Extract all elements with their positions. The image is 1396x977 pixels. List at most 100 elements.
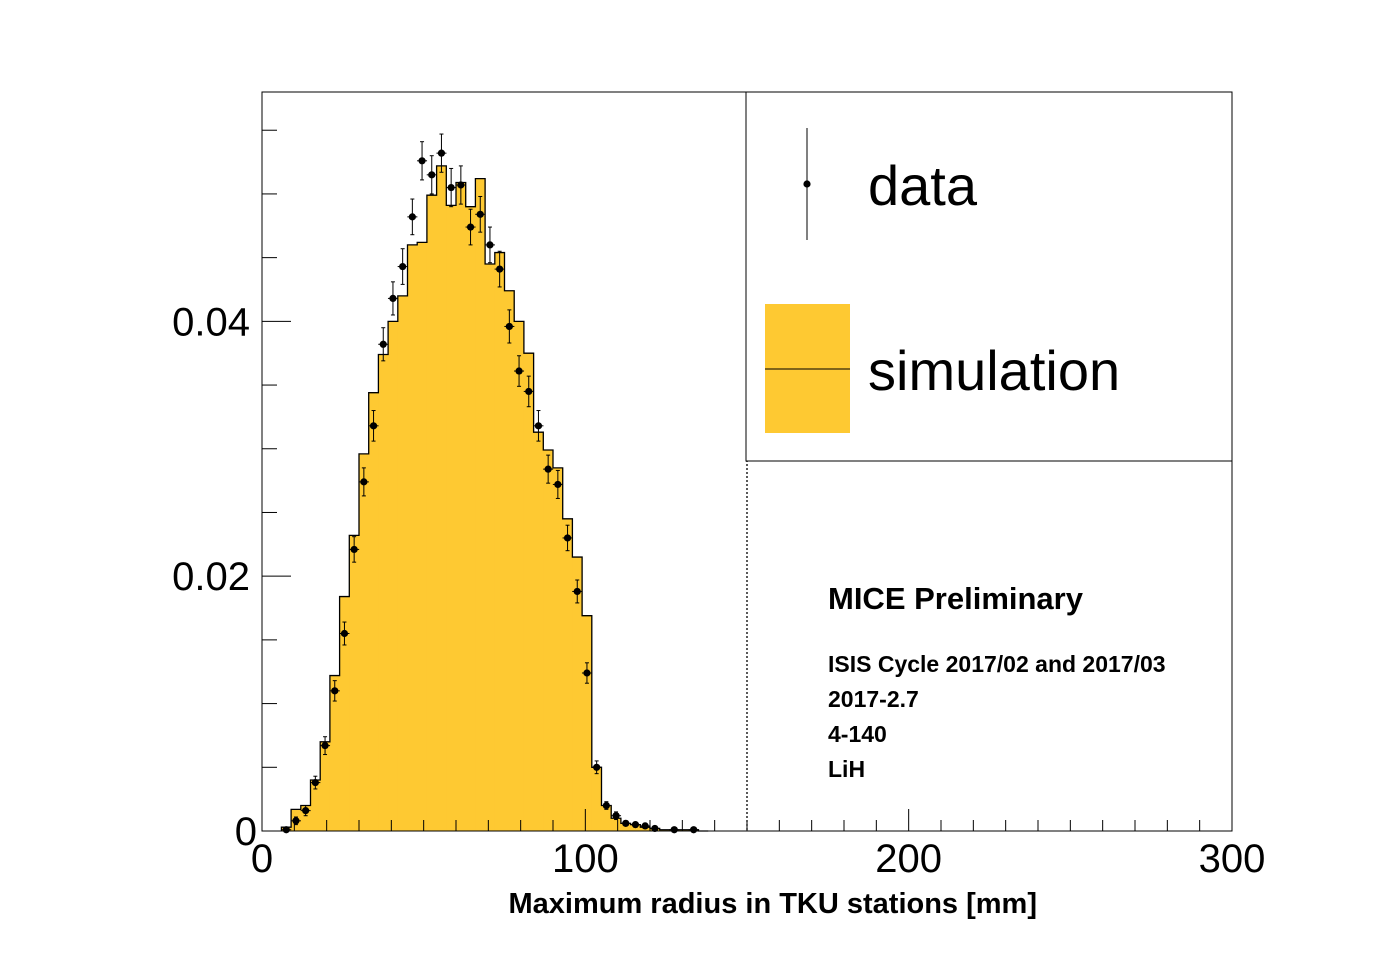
data-marker (360, 478, 368, 486)
histogram-bar (620, 823, 632, 831)
histogram-bar (456, 182, 467, 831)
histogram-bar (320, 741, 331, 831)
data-point (552, 469, 563, 499)
data-point (465, 208, 476, 246)
x-axis-title: Maximum radius in TKU stations [mm] (508, 888, 1037, 920)
data-marker (340, 629, 349, 638)
data-marker (486, 241, 494, 249)
data-point (649, 824, 660, 833)
data-point (290, 816, 301, 826)
histogram-bar (359, 453, 370, 831)
y-tick-label: 0 (235, 810, 257, 854)
data-marker (389, 294, 397, 303)
histogram-bar (368, 392, 379, 831)
histogram-bar (417, 242, 428, 832)
data-marker (408, 213, 416, 221)
data-point (601, 801, 612, 810)
data-point (688, 826, 699, 834)
data-point (436, 133, 447, 173)
histogram-bar (378, 354, 389, 831)
data-point (417, 141, 428, 181)
annotation-box: MICE Preliminary ISIS Cycle 2017/02 and 2… (828, 581, 1166, 782)
data-marker (282, 826, 290, 834)
histogram-bar (601, 805, 612, 831)
histogram-bar (310, 780, 321, 831)
data-marker (505, 322, 513, 331)
annotation-line: ISIS Cycle 2017/02 and 2017/03 (828, 651, 1166, 677)
data-marker (437, 149, 446, 157)
histogram-bar (582, 615, 593, 831)
legend-data-marker (803, 180, 811, 188)
data-marker (428, 171, 436, 179)
data-marker (302, 807, 310, 815)
data-point (397, 248, 408, 285)
histogram-bar (553, 467, 564, 831)
data-marker (515, 367, 523, 375)
histogram-bar (339, 596, 350, 831)
y-tick-label: 0.04 (172, 300, 250, 344)
data-point (387, 281, 398, 316)
data-marker (573, 587, 581, 596)
data-marker (292, 817, 300, 825)
x-tick-label: 0 (251, 837, 273, 881)
histogram-bar (465, 206, 476, 831)
data-marker (350, 545, 358, 554)
histogram-bar (388, 321, 399, 831)
data-point (349, 536, 360, 563)
data-point (475, 195, 486, 233)
data-point (339, 621, 350, 646)
data-marker (534, 422, 543, 430)
x-tick-label: 300 (1199, 837, 1266, 881)
legend-simulation-label: simulation (868, 339, 1120, 402)
data-marker (496, 265, 504, 273)
histogram-bar (446, 205, 457, 832)
data-marker (563, 534, 572, 542)
data-marker (612, 812, 620, 820)
data-point (368, 410, 379, 442)
data-point (543, 454, 554, 484)
data-point (514, 355, 525, 387)
legend: data simulation (745, 91, 1233, 462)
x-tick-label: 100 (552, 837, 619, 881)
data-marker (641, 822, 649, 830)
data-marker (593, 763, 601, 771)
data-point (446, 167, 457, 208)
data-marker (622, 819, 630, 827)
data-point (300, 805, 311, 817)
histogram-bar (329, 675, 341, 831)
data-marker (447, 183, 455, 192)
data-marker (602, 801, 610, 810)
axes: 0 100 200 300 0 0.02 0.04 Maximum radius in TKU… (172, 129, 1266, 920)
histogram-bar (485, 264, 496, 831)
data-point (581, 662, 592, 684)
data-point (640, 822, 651, 830)
histogram-bar (436, 165, 447, 831)
data-marker (321, 742, 329, 750)
annotation-title: MICE Preliminary (828, 581, 1084, 616)
data-point (426, 155, 437, 195)
histogram-bar (407, 244, 418, 831)
data-point (329, 680, 340, 702)
data-point (562, 524, 573, 552)
data-point (611, 811, 622, 821)
data-marker (670, 826, 678, 834)
histogram-bar (514, 321, 525, 831)
data-point (494, 250, 505, 288)
histogram-bar (543, 450, 554, 831)
histogram-bar (397, 295, 408, 831)
data-point (504, 309, 515, 344)
data-points (281, 133, 699, 834)
data-point (358, 467, 369, 497)
histogram-bar (349, 535, 360, 831)
annotation-line: LiH (828, 756, 865, 782)
histogram-bar (475, 178, 486, 832)
data-point (310, 775, 321, 790)
histogram-bar (523, 353, 535, 831)
histogram-bar (611, 818, 622, 831)
data-marker (651, 824, 659, 833)
histogram-bar (504, 290, 515, 831)
annotation-line: 2017-2.7 (828, 686, 919, 712)
data-marker (476, 210, 484, 218)
histogram-bar (572, 557, 583, 831)
